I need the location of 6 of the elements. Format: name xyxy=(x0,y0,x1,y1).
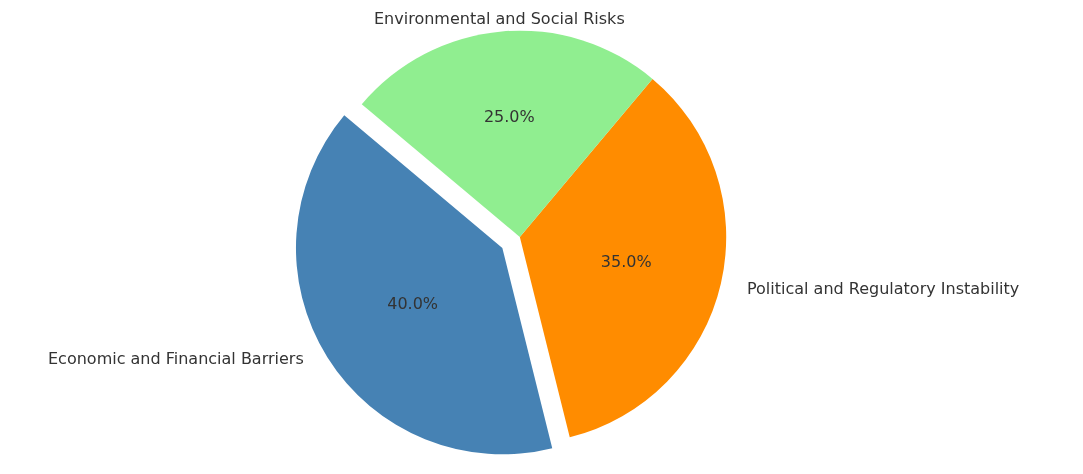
data-label: 25.0% xyxy=(483,107,535,127)
slice-label: Environmental and Social Risks xyxy=(374,9,625,28)
data-label: 35.0% xyxy=(600,252,652,272)
slice-label: Economic and Financial Barriers xyxy=(48,349,304,368)
data-label: 40.0% xyxy=(387,294,439,314)
slice-label: Political and Regulatory Instability xyxy=(747,279,1020,298)
